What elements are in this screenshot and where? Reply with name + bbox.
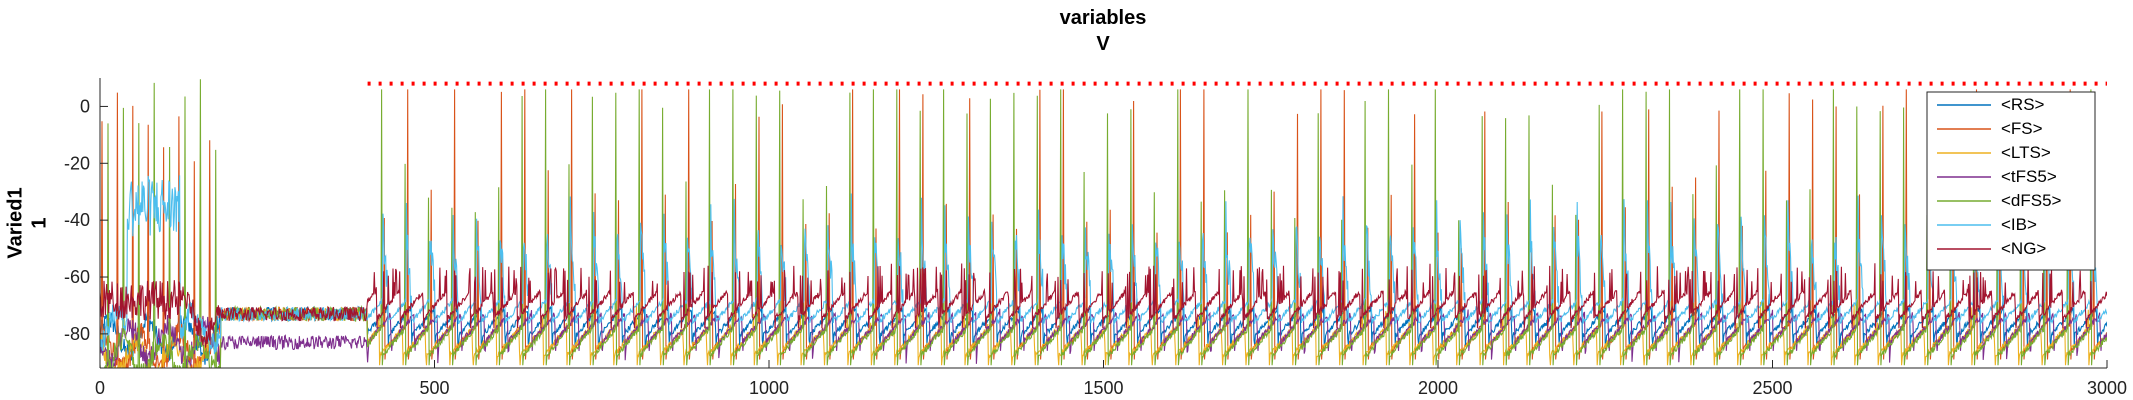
legend-box [1926, 91, 2096, 271]
series-line-ib [100, 175, 2107, 355]
y-tick-label: -80 [64, 324, 90, 344]
x-tick-label: 500 [419, 378, 449, 398]
series-line-dfs5 [100, 79, 2107, 368]
series-line-tfs5 [100, 308, 2107, 368]
legend-entry-label: <IB> [2001, 215, 2037, 234]
x-tick-label: 3000 [2087, 378, 2127, 398]
y-axis-label: Varied1 1 [4, 187, 50, 258]
x-tick-label: 2500 [1752, 378, 1792, 398]
axes: 0 500 1000 1500 2000 2500 3000 0 -20 -40 -60 -80 [64, 78, 2127, 398]
y-tick-label: -40 [64, 210, 90, 230]
x-tick-label: 2000 [1418, 378, 1458, 398]
y-tick-label: -20 [64, 153, 90, 173]
title-line-1: V [1096, 33, 1110, 55]
chart-title: variables V [1060, 7, 1147, 55]
y-tick-label: 0 [80, 96, 90, 116]
legend-entry-label: <FS> [2001, 119, 2043, 138]
legend: <RS> <FS> <LTS> <tFS5> <dFS5> <IB> <NG> [1926, 91, 2096, 271]
legend-entry-label: <dFS5> [2001, 191, 2062, 210]
legend-entry-label: <NG> [2001, 239, 2046, 258]
legend-entry-label: <LTS> [2001, 143, 2051, 162]
series-line-lts [100, 299, 2107, 368]
ylabel-line-1: 1 [28, 217, 50, 228]
title-line-0: variables [1060, 7, 1147, 29]
x-tick-label: 1500 [1083, 378, 1123, 398]
series-lines [100, 79, 2107, 368]
y-tick-label: -60 [64, 267, 90, 287]
x-tick-label: 0 [95, 378, 105, 398]
series-line-ng [100, 263, 2107, 348]
ylabel-line-0: Varied1 [4, 187, 26, 258]
legend-entry-label: <tFS5> [2001, 167, 2057, 186]
x-tick-label: 1000 [749, 378, 789, 398]
legend-entry-label: <RS> [2001, 95, 2045, 114]
